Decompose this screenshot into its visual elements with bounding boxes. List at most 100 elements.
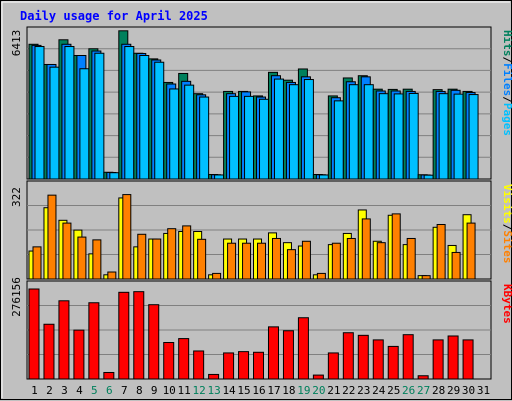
bar-kbytes-day-17	[267, 326, 279, 380]
x-tick-day-30: 30	[462, 384, 475, 397]
x-tick-day-5: 5	[91, 384, 98, 397]
x-tick-day-4: 4	[76, 384, 83, 397]
x-tick-day-15: 15	[237, 384, 250, 397]
x-tick-day-20: 20	[312, 384, 325, 397]
bar-pages-day-28	[438, 93, 449, 180]
bar-sites-day-30	[466, 222, 476, 280]
panel-3-ymax-label: 276156	[10, 277, 23, 317]
bar-sites-day-14	[227, 242, 237, 280]
bar-pages-day-7	[124, 46, 135, 180]
bar-kbytes-day-28	[432, 339, 444, 380]
bar-kbytes-day-9	[148, 304, 160, 380]
bar-sites-day-2	[47, 194, 57, 280]
bar-pages-day-15	[244, 95, 255, 180]
bar-sites-day-15	[242, 242, 252, 280]
bar-pages-day-8	[139, 55, 150, 180]
bar-pages-day-16	[259, 98, 270, 180]
bar-kbytes-day-10	[163, 341, 175, 380]
legend-entry-files: Files	[501, 63, 512, 96]
bar-pages-day-30	[468, 94, 479, 180]
bar-sites-day-28	[436, 223, 446, 280]
bar-pages-day-4	[79, 68, 90, 180]
bar-sites-day-6	[107, 271, 117, 280]
x-tick-day-25: 25	[387, 384, 400, 397]
bar-kbytes-day-19	[297, 317, 309, 380]
bar-pages-day-1	[34, 46, 45, 180]
bar-sites-day-29	[451, 251, 461, 280]
x-tick-day-17: 17	[267, 384, 280, 397]
bar-pages-day-17	[273, 78, 284, 180]
x-tick-day-24: 24	[372, 384, 386, 397]
x-tick-day-12: 12	[193, 384, 206, 397]
bar-kbytes-day-16	[253, 351, 265, 380]
legend-entry-separator: /	[501, 57, 512, 64]
x-tick-day-7: 7	[121, 384, 128, 397]
legend-entry-visits: Visits	[501, 184, 512, 224]
bar-pages-day-11	[184, 84, 195, 180]
bar-pages-day-14	[229, 95, 240, 180]
bar-kbytes-day-30	[462, 339, 474, 380]
bar-pages-day-23	[363, 84, 374, 180]
bar-pages-day-6	[109, 172, 120, 180]
bar-pages-day-27	[423, 174, 434, 180]
x-tick-day-13: 13	[207, 384, 220, 397]
x-tick-day-27: 27	[417, 384, 430, 397]
bar-kbytes-day-25	[387, 345, 399, 380]
bar-pages-day-19	[303, 79, 314, 180]
bar-pages-day-20	[318, 174, 329, 180]
bar-sites-day-11	[182, 225, 192, 280]
bar-sites-day-27	[421, 275, 431, 280]
bar-sites-day-12	[197, 238, 207, 280]
bar-kbytes-day-24	[372, 339, 384, 380]
bar-pages-day-9	[154, 61, 165, 180]
bar-pages-day-18	[288, 84, 299, 180]
x-tick-day-8: 8	[136, 384, 143, 397]
bar-kbytes-day-21	[327, 352, 339, 380]
bar-pages-day-24	[378, 93, 389, 180]
x-tick-day-29: 29	[447, 384, 460, 397]
bar-sites-day-4	[77, 236, 87, 280]
x-tick-day-9: 9	[151, 384, 158, 397]
chart-title: Daily usage for April 2025	[20, 9, 208, 23]
legend-entry-separator: /	[501, 96, 512, 103]
x-tick-day-23: 23	[357, 384, 370, 397]
bar-sites-day-1	[32, 246, 42, 280]
x-tick-day-1: 1	[31, 384, 38, 397]
bar-sites-day-26	[406, 237, 416, 280]
legend-entry-pages: Pages	[501, 103, 512, 136]
bar-sites-day-22	[346, 237, 356, 280]
bar-sites-day-17	[271, 237, 281, 280]
bar-pages-day-2	[49, 66, 60, 180]
bar-kbytes-day-18	[282, 330, 294, 380]
bar-kbytes-day-14	[223, 352, 235, 380]
bar-pages-day-5	[94, 52, 105, 180]
x-tick-day-10: 10	[163, 384, 176, 397]
bar-kbytes-day-23	[357, 334, 369, 380]
x-tick-day-28: 28	[432, 384, 445, 397]
x-tick-day-14: 14	[222, 384, 236, 397]
bar-sites-day-16	[257, 242, 267, 280]
bar-kbytes-day-13	[208, 373, 220, 380]
panel-1-legend: Hits/Files/Pages	[501, 30, 512, 136]
bar-sites-day-25	[391, 213, 401, 280]
bar-kbytes-day-5	[88, 302, 100, 380]
bar-kbytes-day-6	[103, 371, 115, 380]
bar-kbytes-day-20	[312, 374, 324, 380]
bar-kbytes-day-4	[73, 329, 85, 380]
bar-kbytes-day-15	[238, 351, 250, 380]
bar-pages-day-21	[333, 100, 344, 180]
bar-pages-day-29	[453, 93, 464, 180]
legend-entry-separator: /	[501, 224, 512, 231]
bar-sites-day-8	[137, 233, 147, 280]
bar-pages-day-26	[408, 92, 419, 180]
bar-kbytes-day-26	[402, 334, 414, 380]
bar-kbytes-day-27	[417, 375, 429, 380]
panel-3-legend: KBytes	[501, 284, 512, 324]
bar-pages-day-13	[214, 174, 225, 180]
x-tick-day-21: 21	[327, 384, 340, 397]
legend-entry-kbytes: KBytes	[501, 284, 512, 324]
panel-2-ymax-label: 322	[10, 187, 23, 207]
bar-pages-day-10	[169, 88, 180, 180]
